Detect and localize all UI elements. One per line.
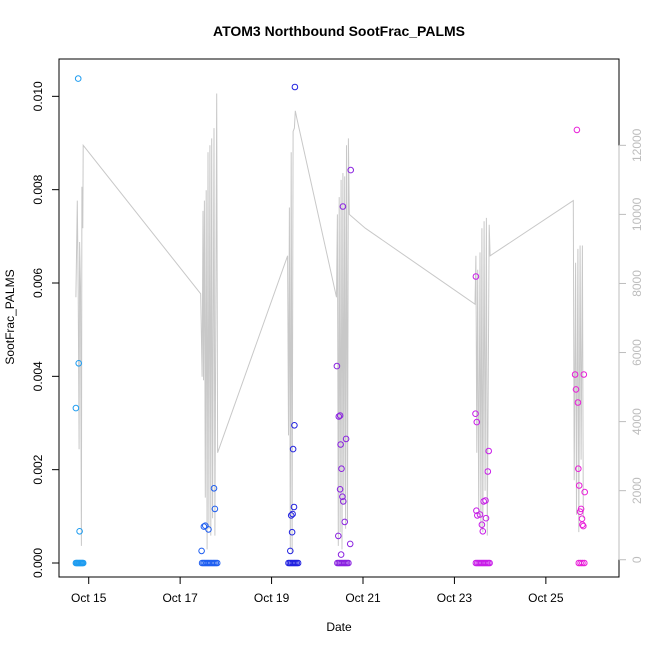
- data-point-flight-6: [571, 371, 579, 378]
- data-point-flight-5: [476, 511, 484, 518]
- x-tick-label: Oct 21: [345, 591, 381, 605]
- data-point-flight-1: [75, 360, 82, 367]
- data-point-flight-5: [478, 521, 486, 529]
- data-point-flight-4: [338, 465, 345, 473]
- data-point-flight-3: [294, 559, 302, 567]
- data-point-flight-4: [341, 518, 349, 526]
- x-tick-label: Oct 25: [528, 591, 564, 605]
- y2-tick-label: 10000: [630, 197, 644, 231]
- data-point-flight-4: [347, 166, 355, 174]
- data-point-flight-4: [336, 486, 344, 493]
- data-point-flight-4: [339, 493, 346, 501]
- data-point-flight-1: [76, 528, 83, 535]
- data-point-flight-5: [473, 507, 480, 515]
- data-point-flight-6: [577, 505, 585, 513]
- data-point-flight-2: [213, 559, 221, 567]
- y-tick-label: 0.006: [31, 268, 45, 298]
- x-tick-label: Oct 19: [254, 591, 290, 605]
- x-axis: Oct 15 Oct 17 Oct 19 Oct 21 Oct 23 Oct 25: [71, 576, 564, 605]
- data-point-flight-6: [580, 371, 588, 378]
- y-tick-label: 0.010: [31, 81, 45, 111]
- data-point-flight-5: [473, 418, 481, 426]
- data-point-flight-5: [474, 512, 481, 519]
- y2-tick-label: 2000: [630, 477, 644, 504]
- x-tick-label: Oct 23: [437, 591, 473, 605]
- data-point-flight-6: [572, 386, 580, 393]
- data-point-flight-4: [346, 540, 354, 548]
- data-point-flight-6: [574, 399, 582, 406]
- data-point-flight-4: [335, 413, 343, 420]
- data-point-flight-6: [581, 559, 588, 567]
- chart-title: ATOM3 Northbound SootFrac_PALMS: [213, 23, 465, 39]
- data-point-flight-2: [211, 505, 219, 513]
- y-tick-label: 0.008: [31, 174, 45, 204]
- data-point-flight-3: [288, 528, 296, 536]
- data-point-flight-6: [580, 522, 587, 530]
- y2-tick-label: 0: [630, 556, 644, 563]
- data-point-flight-5: [472, 273, 480, 280]
- data-point-flight-6: [581, 488, 589, 496]
- data-point-flight-5: [486, 559, 493, 567]
- data-point-flight-1: [79, 559, 87, 567]
- y-tick-label: 0.004: [31, 361, 45, 391]
- data-point-flight-3: [289, 510, 296, 518]
- data-point-flight-4: [342, 435, 350, 443]
- altitude-profile-layer: [75, 93, 584, 553]
- data-point-flight-2: [200, 523, 208, 530]
- data-point-flight-2: [205, 526, 212, 533]
- y-tick-label: 0.000: [31, 548, 45, 578]
- data-point-flight-5: [482, 497, 489, 504]
- data-point-flight-6: [579, 521, 586, 529]
- data-point-flight-4: [335, 532, 342, 540]
- data-point-flight-5: [482, 514, 490, 522]
- data-point-flight-6: [576, 508, 584, 516]
- x-axis-label: Date: [326, 620, 352, 634]
- points-layer: [72, 75, 589, 567]
- data-point-flight-3: [289, 445, 297, 453]
- data-point-flight-4: [340, 498, 347, 505]
- data-point-flight-6: [579, 559, 586, 567]
- data-point-flight-4: [345, 559, 352, 567]
- data-point-flight-4: [336, 412, 344, 419]
- data-point-flight-3: [290, 503, 298, 511]
- x-tick-label: Oct 17: [162, 591, 198, 605]
- data-point-flight-3: [291, 422, 298, 429]
- data-point-flight-1: [74, 75, 82, 82]
- data-point-flight-5: [479, 528, 487, 535]
- y-tick-label: 0.002: [31, 454, 45, 484]
- y-axis-label: SootFrac_PALMS: [3, 269, 17, 364]
- y2-tick-label: 6000: [630, 339, 644, 366]
- data-point-flight-5: [485, 447, 493, 455]
- data-point-flight-3: [291, 83, 299, 91]
- data-point-flight-6: [575, 465, 582, 473]
- data-point-flight-4: [339, 203, 347, 210]
- data-point-flight-4: [333, 362, 341, 370]
- data-point-flight-1: [72, 404, 80, 412]
- data-point-flight-2: [202, 522, 209, 530]
- y-axis-right: 0 2000 4000 6000 8000 10000 12000: [618, 128, 644, 563]
- data-point-flight-6: [573, 126, 581, 134]
- data-point-flight-6: [577, 559, 584, 567]
- data-point-flight-3: [287, 512, 295, 519]
- data-point-flight-6: [575, 482, 583, 489]
- x-tick-label: Oct 15: [71, 591, 107, 605]
- y2-tick-label: 8000: [630, 270, 644, 297]
- data-point-flight-4: [337, 551, 345, 558]
- altitude-profile-line: [75, 93, 584, 553]
- y-axis-left: 0.000 0.002 0.004 0.006 0.008 0.010: [31, 81, 60, 578]
- y2-tick-label: 12000: [630, 128, 644, 162]
- data-point-flight-2: [198, 547, 205, 555]
- data-point-flight-5: [472, 410, 479, 418]
- data-point-flight-2: [210, 485, 218, 492]
- data-point-flight-6: [578, 515, 586, 523]
- data-point-flight-5: [484, 468, 492, 475]
- y2-tick-label: 4000: [630, 408, 644, 435]
- data-point-flight-4: [337, 441, 344, 448]
- data-point-flight-3: [287, 547, 294, 555]
